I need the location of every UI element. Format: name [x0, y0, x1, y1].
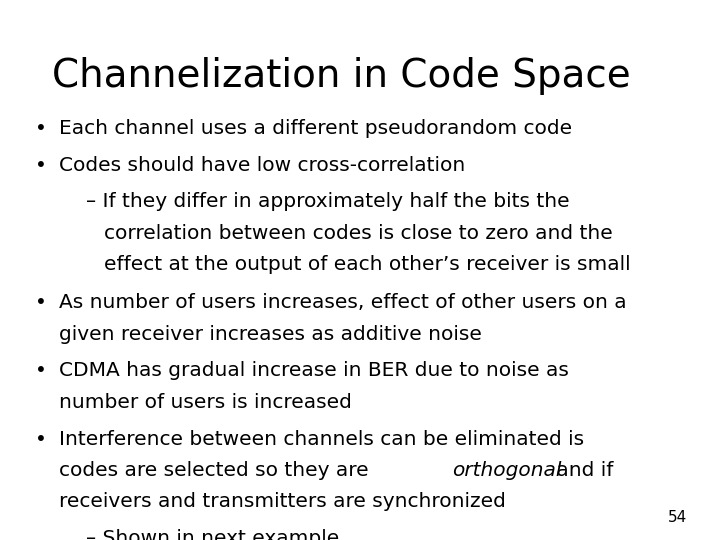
Text: 54: 54: [668, 510, 688, 525]
Text: codes are selected so they are: codes are selected so they are: [59, 461, 375, 480]
Text: •: •: [35, 361, 46, 381]
Text: number of users is increased: number of users is increased: [59, 393, 352, 412]
Text: •: •: [35, 156, 46, 174]
Text: CDMA has gradual increase in BER due to noise as: CDMA has gradual increase in BER due to …: [59, 361, 569, 381]
Text: Channelization in Code Space: Channelization in Code Space: [52, 57, 631, 94]
Text: effect at the output of each other’s receiver is small: effect at the output of each other’s rec…: [104, 255, 631, 274]
Text: receivers and transmitters are synchronized: receivers and transmitters are synchroni…: [59, 492, 506, 511]
Text: Each channel uses a different pseudorandom code: Each channel uses a different pseudorand…: [59, 119, 572, 138]
Text: As number of users increases, effect of other users on a: As number of users increases, effect of …: [59, 293, 626, 313]
Text: given receiver increases as additive noise: given receiver increases as additive noi…: [59, 325, 482, 344]
Text: •: •: [35, 429, 46, 449]
Text: Codes should have low cross-correlation: Codes should have low cross-correlation: [59, 156, 465, 174]
Text: •: •: [35, 293, 46, 313]
Text: – If they differ in approximately half the bits the: – If they differ in approximately half t…: [86, 192, 570, 211]
Text: Interference between channels can be eliminated is: Interference between channels can be eli…: [59, 429, 584, 449]
Text: and if: and if: [549, 461, 613, 480]
Text: orthogonal: orthogonal: [451, 461, 562, 480]
Text: correlation between codes is close to zero and the: correlation between codes is close to ze…: [104, 224, 613, 242]
Text: •: •: [35, 119, 46, 138]
Text: – Shown in next example: – Shown in next example: [86, 529, 340, 540]
